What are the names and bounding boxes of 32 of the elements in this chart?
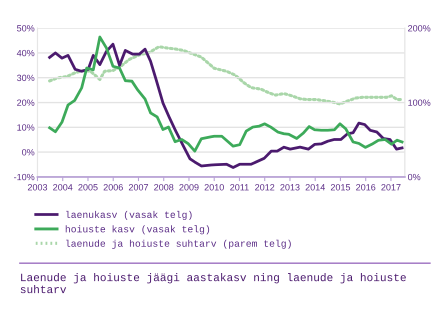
x-tick-label: 2016 [356,184,376,190]
y-tick-label: 10% [17,124,34,131]
x-tick-label: 2006 [104,184,123,190]
x-tick-label: 2010 [204,184,224,190]
x-tick-label: 2005 [78,184,98,190]
legend-label: hoiuste kasv (vasak telg) [66,225,210,234]
y-tick-label: 50% [17,25,34,32]
x-tick-label: 2012 [255,184,274,190]
x-tick-label: 2013 [280,184,300,190]
x-tick-label: 2017 [381,184,401,190]
x-tick-label: 2007 [128,184,148,190]
y-tick-label: 40% [16,50,34,56]
legend-label: laenude ja hoiuste suhtarv (parem telg) [66,240,291,249]
text: Laenude ja hoiuste jäägi aastakasv ning laenude ja hoiuste suhtarv [20,273,406,294]
line-series [48,45,404,106]
x-tick-label: 2003 [28,184,48,190]
x-tick-label: 2008 [154,184,174,190]
x-tick-label: 2014 [306,184,325,190]
y2-tick-label: 100% [408,99,430,106]
y-tick-label: 0% [22,149,34,156]
x-tick-label: 2009 [179,184,199,190]
x-tick-label: 2015 [330,184,350,190]
y2-tick-label: 200% [408,25,430,32]
line-series [48,36,404,153]
y-tick-label: 20% [17,99,34,106]
line-series [48,42,404,169]
x-tick-label: 2011 [230,184,249,190]
x-tick-label: 2004 [53,184,73,190]
y2-tick-label: 0% [408,174,420,180]
y-tick-label: 30% [16,74,34,82]
y-tick-label: -10% [14,174,34,180]
legend-label: laenukasv (vasak telg) [66,210,192,220]
